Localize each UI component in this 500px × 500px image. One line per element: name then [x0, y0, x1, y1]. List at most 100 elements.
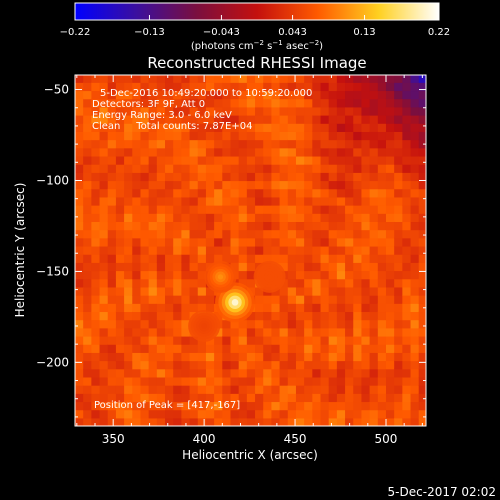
heatmap-cell [320, 360, 330, 370]
heatmap-cell [140, 147, 150, 157]
heatmap-cell [312, 368, 322, 378]
heatmap-cell [385, 229, 395, 239]
heatmap-cell [369, 188, 379, 198]
heatmap-cell [345, 180, 354, 190]
heatmap-cell [91, 319, 101, 329]
heatmap-cell [394, 245, 403, 255]
heatmap-cell [271, 82, 281, 92]
heatmap-cell [156, 295, 166, 304]
heatmap-cell [205, 344, 215, 353]
heatmap-cell [320, 401, 330, 411]
heatmap-cell [181, 385, 191, 394]
heatmap-cell [246, 115, 256, 124]
heatmap-cell [410, 237, 420, 247]
heatmap-cell [91, 401, 101, 411]
heatmap-cell [345, 262, 354, 272]
heatmap-cell [369, 352, 379, 362]
heatmap-cell [353, 335, 363, 345]
heatmap-cell [75, 90, 84, 100]
heatmap-cell [320, 106, 330, 116]
heatmap-cell [230, 213, 240, 223]
heatmap-cell [271, 155, 281, 165]
heatmap-cell [214, 409, 223, 419]
heatmap-cell [279, 237, 289, 247]
heatmap-cell [189, 278, 199, 288]
heatmap-cell [132, 237, 142, 247]
heatmap-cell [320, 303, 330, 313]
heatmap-cell [124, 254, 133, 263]
heatmap-cell [173, 286, 182, 296]
heatmap-cell [312, 352, 322, 362]
heatmap-cell [255, 131, 264, 141]
heatmap-cell [83, 385, 92, 394]
heatmap-cell [91, 237, 101, 247]
heatmap-cell [304, 270, 313, 280]
heatmap-cell [132, 75, 142, 83]
heatmap-cell [320, 213, 330, 223]
heatmap-cell [107, 147, 117, 157]
heatmap-cell [295, 254, 305, 263]
heatmap-cell [124, 303, 133, 313]
heatmap-cell [124, 245, 133, 255]
heatmap-cell [287, 155, 297, 165]
heatmap-cell [140, 155, 150, 165]
heatmap-cell [279, 319, 289, 329]
heatmap-cell [377, 164, 387, 173]
heatmap-cell [361, 344, 371, 353]
heatmap-cell [287, 164, 297, 173]
heatmap-cell [418, 360, 426, 370]
x-tick-label: 500 [375, 432, 398, 446]
heatmap-cell [124, 417, 133, 426]
heatmap-cell [287, 237, 297, 247]
heatmap-cell [197, 196, 207, 206]
heatmap-cell [230, 131, 240, 141]
heatmap-cell [156, 327, 166, 337]
heatmap-cell [75, 221, 84, 231]
heatmap-cell [173, 229, 182, 239]
heatmap-cell [238, 278, 248, 288]
heatmap-cell [99, 344, 109, 353]
heatmap-cell [345, 393, 354, 403]
heatmap-cell [115, 286, 125, 296]
heatmap-cell [263, 344, 273, 353]
heatmap-cell [156, 188, 166, 198]
heatmap-cell [181, 213, 191, 223]
heatmap-cell [361, 237, 371, 247]
heatmap-cell [410, 327, 420, 337]
heatmap-cell [197, 385, 207, 394]
heatmap-cell [410, 213, 420, 223]
heatmap-cell [156, 360, 166, 370]
heatmap-cell [361, 393, 371, 403]
heatmap-cell [369, 401, 379, 411]
heatmap-cell [410, 229, 420, 239]
heatmap-cell [148, 286, 158, 296]
heatmap-cell [124, 98, 133, 108]
heatmap-cell [148, 303, 158, 313]
heatmap-cell [361, 98, 371, 108]
heatmap-cell [115, 155, 125, 165]
heatmap-cell [304, 115, 313, 124]
heatmap-cell [189, 98, 199, 108]
heatmap-cell [402, 295, 412, 304]
info-line-time: 5-Dec-2016 10:49:20.000 to 10:59:20.000 [100, 88, 312, 99]
heatmap-cell [369, 385, 379, 394]
heatmap-cell [205, 180, 215, 190]
heatmap-cell [246, 262, 256, 272]
heatmap-cell [410, 90, 420, 100]
heatmap-cell [279, 335, 289, 345]
heatmap-cell [320, 376, 330, 386]
heatmap-cell [197, 164, 207, 173]
heatmap-cell [107, 327, 117, 337]
heatmap-cell [238, 131, 248, 141]
heatmap-cell [410, 319, 420, 329]
heatmap-cell [328, 344, 338, 353]
heatmap-cell [189, 303, 199, 313]
heatmap-cell [246, 417, 256, 426]
heatmap-cell [107, 90, 117, 100]
heatmap-cell [107, 237, 117, 247]
heatmap-cell [345, 115, 354, 124]
heatmap-cell [402, 131, 412, 141]
heatmap-cell [83, 98, 92, 108]
heatmap-cell [214, 90, 223, 100]
heatmap-cell [377, 196, 387, 206]
